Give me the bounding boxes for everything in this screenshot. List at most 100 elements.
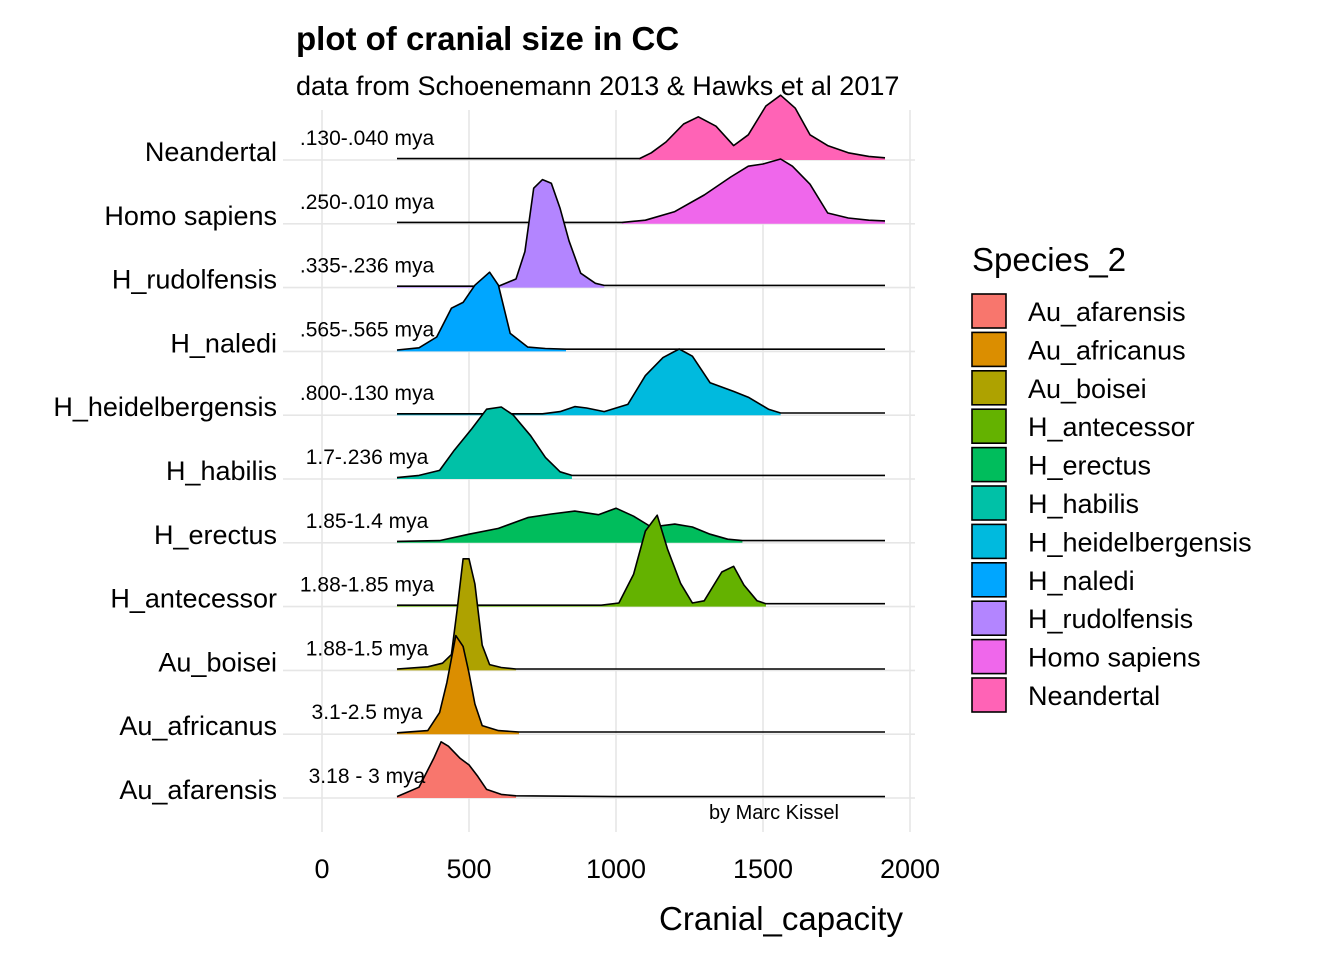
ridge-neandertal: .130-.040 mya xyxy=(300,94,886,160)
legend-swatch xyxy=(971,677,1007,713)
ridge-fill xyxy=(396,635,519,735)
ridge-fill xyxy=(396,741,517,798)
ridge-fill xyxy=(396,407,572,479)
ridge-fill xyxy=(639,95,886,160)
chart-caption: by Marc Kissel xyxy=(709,802,839,824)
legend-swatch xyxy=(971,600,1007,637)
date-label: 1.85-1.4 mya xyxy=(306,510,429,533)
x-axis-label: Cranial_capacity xyxy=(659,900,903,937)
ridge-fill xyxy=(396,179,605,288)
chart-subtitle: data from Schoenemann 2013 & Hawks et al… xyxy=(296,71,899,101)
ridge-outline xyxy=(396,741,885,798)
ridge-outline xyxy=(396,271,885,351)
ridge-fill xyxy=(396,349,781,416)
date-label: .250-.010 mya xyxy=(300,191,435,214)
x-tick-labels: 0 500 1000 1500 2000 xyxy=(314,854,940,884)
legend-swatch xyxy=(971,369,1007,406)
legend-label: H_habilis xyxy=(1028,489,1139,519)
legend-entry: H_heidelbergensis xyxy=(971,523,1252,560)
ridge-outline xyxy=(396,634,885,734)
legend-entry: Au_boisei xyxy=(971,369,1147,406)
legend-label: Au_africanus xyxy=(1028,335,1186,365)
legend: Species_2 Au_afarensis Au_africanus Au_boi… xyxy=(971,241,1252,713)
y-tick-label: Au_afarensis xyxy=(119,775,277,805)
legend-label: H_heidelbergensis xyxy=(1028,527,1252,557)
legend-swatch xyxy=(971,331,1007,368)
ridge-h_heidelbergensis: .800-.130 mya xyxy=(300,348,885,416)
y-tick-label: H_erectus xyxy=(154,520,277,550)
legend-label: H_antecessor xyxy=(1028,412,1195,442)
date-label: 1.7-.236 mya xyxy=(306,446,429,469)
legend-swatch xyxy=(971,523,1007,560)
ridge-outline xyxy=(397,178,885,287)
y-tick-label: H_habilis xyxy=(166,456,277,486)
legend-label: Au_afarensis xyxy=(1028,297,1186,327)
legend-entry: H_erectus xyxy=(971,446,1151,483)
y-tick-label: Au_boisei xyxy=(158,647,277,677)
ridge-series: .130-.040 mya .250-.010 mya .335-.236 mya.… xyxy=(300,94,886,798)
y-tick-label: H_heidelbergensis xyxy=(53,392,277,422)
legend-swatch xyxy=(971,638,1007,675)
ridge-h_naledi: .565-.565 mya xyxy=(300,271,885,352)
legend-label: H_naledi xyxy=(1028,566,1135,596)
y-tick-label: Homo sapiens xyxy=(104,201,277,231)
date-label: .335-.236 mya xyxy=(300,255,435,278)
x-tick-label: 1000 xyxy=(586,854,646,884)
ridge-outline xyxy=(396,507,885,543)
legend-entry: H_habilis xyxy=(971,485,1139,521)
legend-swatch xyxy=(971,408,1007,445)
legend-swatch xyxy=(971,561,1007,598)
ridge-outline xyxy=(396,558,885,670)
date-label: .565-.565 mya xyxy=(300,318,435,341)
legend-entry: Homo sapiens xyxy=(971,638,1201,675)
ridge-outline xyxy=(397,514,885,606)
ridge-outline xyxy=(397,94,886,160)
ridge-outline xyxy=(397,158,886,224)
legend-entry: Au_africanus xyxy=(971,331,1186,368)
legend-entry: H_rudolfensis xyxy=(971,600,1193,637)
y-tick-label: H_rudolfensis xyxy=(112,265,277,295)
ridge-outline xyxy=(397,348,885,415)
legend-label: Homo sapiens xyxy=(1028,643,1201,673)
ridge-fill xyxy=(396,508,743,543)
ridge-au_africanus: 3.1-2.5 mya xyxy=(312,634,885,735)
ridge-h_antecessor: 1.88-1.85 mya xyxy=(300,514,885,607)
date-label: .800-.130 mya xyxy=(300,382,435,405)
legend-swatch xyxy=(971,293,1007,329)
ridge-h_habilis: 1.7-.236 mya xyxy=(306,406,885,479)
legend-entry: Au_afarensis xyxy=(971,293,1186,329)
chart-title: plot of cranial size in CC xyxy=(296,20,679,57)
y-tick-label: Au_africanus xyxy=(119,711,277,741)
legend-entry: H_antecessor xyxy=(971,408,1195,445)
legend-label: Au_boisei xyxy=(1028,374,1147,404)
ridge-au_afarensis: 3.18 - 3 mya xyxy=(309,741,885,798)
x-tick-label: 2000 xyxy=(880,854,940,884)
y-tick-label: Neandertal xyxy=(145,137,277,167)
y-tick-label: H_naledi xyxy=(170,328,277,358)
y-tick-labels: Neandertal Homo sapiens H_rudolfensis H_nal… xyxy=(53,137,277,805)
ridge-homo-sapiens: .250-.010 mya xyxy=(300,158,886,224)
legend-entry: H_naledi xyxy=(971,561,1135,598)
date-label: 1.88-1.5 mya xyxy=(306,637,429,660)
ridge-fill xyxy=(396,515,766,607)
legend-title: Species_2 xyxy=(972,241,1126,278)
date-label: 1.88-1.85 mya xyxy=(300,574,435,597)
x-tick-label: 500 xyxy=(446,854,491,884)
x-tick-label: 0 xyxy=(314,854,329,884)
ridge-fill xyxy=(621,159,886,224)
ridge-h_rudolfensis: .335-.236 mya xyxy=(300,178,885,288)
ridge-h_erectus: 1.85-1.4 mya xyxy=(306,507,885,543)
date-label: .130-.040 mya xyxy=(300,127,435,150)
date-label: 3.18 - 3 mya xyxy=(309,765,426,788)
legend-label: H_rudolfensis xyxy=(1028,604,1193,634)
legend-label: Neandertal xyxy=(1028,681,1160,711)
legend-entry: Neandertal xyxy=(971,677,1160,713)
x-tick-label: 1500 xyxy=(733,854,793,884)
legend-swatch xyxy=(971,446,1007,483)
legend-label: H_erectus xyxy=(1028,451,1151,481)
legend-swatch xyxy=(971,485,1007,521)
ridge-fill xyxy=(396,272,567,352)
date-label: 3.1-2.5 mya xyxy=(312,701,423,724)
ridge-outline xyxy=(396,406,885,479)
